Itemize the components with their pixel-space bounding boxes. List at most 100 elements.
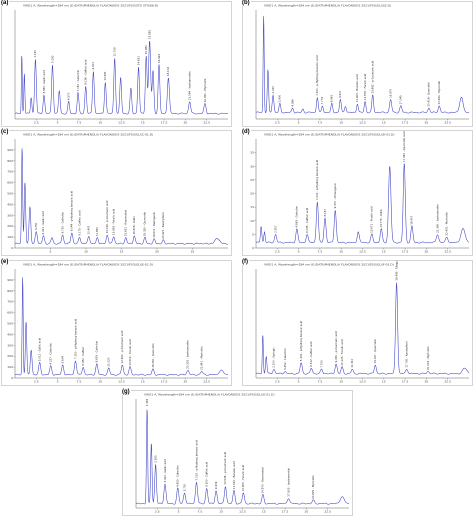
y-tick-label: 35: [250, 151, 254, 155]
y-tick-label: 0: [11, 376, 13, 380]
peak-label: 7.102 - p-Hydroxy benzoic acid: [194, 440, 198, 481]
peak-label: 6.512 - Caffeic acid: [309, 341, 313, 367]
peak-label: 7.779: [320, 97, 324, 105]
peak-label: 11.708: [112, 47, 116, 56]
y-tick-label: 20: [250, 192, 254, 196]
x-tick-label: 15: [120, 250, 124, 254]
y-tick-label: 15: [250, 205, 254, 209]
peak-label: 2.357: [273, 225, 277, 233]
x-tick-label: 2.5: [34, 121, 39, 125]
chromatogram-panel-d: VWD1 A, Wavelength=284 nm (E:\DATA\PHENO…: [241, 129, 473, 256]
y-tick-label: 600: [7, 311, 13, 315]
peak-label: 10.581: [103, 71, 107, 80]
peak-label: 14.970 - Resveratrol: [261, 467, 265, 494]
peak-label: 20.825 - Myricetin: [311, 475, 315, 499]
plot-axes: [255, 10, 469, 120]
x-tick-label: 17.5: [402, 250, 409, 254]
peak-label: 8.961: [330, 94, 334, 102]
peak-label: 8.036 - Caffeic acid: [84, 59, 88, 85]
panel-header: VWD1 A, Wavelength=284 nm (E:\DATA\PHENO…: [23, 4, 158, 8]
peak-label: 1.383: [145, 398, 149, 406]
peak-label: 13.918 - Ferulic acid: [111, 208, 115, 235]
chromatogram-trace: [14, 277, 229, 376]
x-tick-label: 12.5: [118, 121, 125, 125]
panel-frame: [1, 130, 232, 256]
peak-label: 17.045: [399, 95, 403, 104]
x-tick-label: 10: [339, 250, 343, 254]
chromatogram-trace: [14, 148, 229, 245]
peak-label: 20.204 - Myricetin: [426, 346, 430, 370]
panel-header: VWD1 A, Wavelength=284 nm (E:\DATA\PHENO…: [264, 133, 394, 137]
chromatogram-plot-e: VWD1 A, Wavelength=284 nm (E:\DATA\PHENO…: [1, 260, 232, 386]
x-tick-label: 7.5: [318, 250, 323, 254]
panel-frame: [1, 260, 232, 386]
peak-label: 7.150 - Catechin: [76, 70, 80, 92]
peak-label: 18.102: [166, 67, 170, 76]
peak-label: 11.520 - Benzoic acid: [232, 461, 236, 489]
peak-label: 15.480: [144, 45, 148, 54]
panel-frame: [242, 260, 473, 386]
chromatogram-trace: [255, 163, 470, 244]
peak-label: 12.620 - p-Coumaric acid: [120, 330, 124, 363]
y-tick-label: 800: [7, 159, 13, 163]
peak-label: 4.953 - Catechin: [176, 465, 180, 487]
peak-label: 20.302 - Isorhamnetin: [186, 340, 190, 369]
x-tick-label: 25: [191, 250, 195, 254]
x-tick-label: 22.5: [324, 510, 331, 514]
peak-label: 16.250 - Quercetin: [151, 343, 155, 368]
peak-label: 14.775 - Rutin: [379, 209, 383, 228]
y-tick-label: 500: [7, 322, 13, 326]
y-tick-label: 30: [250, 164, 254, 168]
x-tick-label: 5: [57, 121, 59, 125]
x-tick-label: 7.5: [77, 380, 82, 384]
x-tick-label: 10: [98, 121, 102, 125]
panel-label-d: (d): [241, 129, 251, 135]
x-tick-label: 17.5: [161, 380, 168, 384]
panel-label-b: (b): [241, 0, 251, 6]
peak-label: 18.330 - Quercetin: [143, 211, 147, 236]
peak-label: 10.401: [87, 225, 91, 234]
y-tick-label: 200: [7, 354, 13, 358]
y-tick-label: 500: [7, 192, 13, 196]
peak-label: 9.175 - Caffeic acid: [77, 210, 81, 236]
x-tick-label: 22.5: [444, 250, 451, 254]
y-tick-label: 700: [7, 300, 13, 304]
x-tick-label: 2.5: [275, 380, 280, 384]
peak-label: 4.227 - Catechin: [49, 343, 53, 365]
y-tick-label: 5: [252, 232, 254, 236]
x-tick-label: 15: [262, 510, 266, 514]
x-tick-label: 17.5: [402, 380, 409, 384]
peak-label: 11.903 - Benzoic acid: [355, 74, 359, 102]
y-tick-label: 0: [252, 246, 254, 250]
peak-label: 16.924: [157, 54, 161, 63]
y-tick-label: 700: [7, 170, 13, 174]
peak-label: 2.380: [153, 455, 157, 463]
chromatogram-plot-b: VWD1 A, Wavelength=284 nm (E:\DATA\PHENO…: [242, 1, 473, 127]
peak-label: 20.416 - Quercetin: [427, 82, 431, 107]
x-tick-label: 10: [339, 121, 343, 125]
y-tick-label: 300: [7, 343, 13, 347]
y-tick-label: 10: [250, 219, 254, 223]
panel-label-e: (e): [0, 259, 10, 265]
panel-header: VWD1 A, Wavelength=284 nm (E:\DATA\PHENO…: [264, 263, 394, 267]
peak-label: 9.619 - Catechin: [95, 341, 99, 363]
x-tick-label: 22.5: [203, 380, 210, 384]
peak-label: 21.094 - Isorhamnetin: [187, 71, 191, 100]
peak-label: 10.105 - Ferulic acid: [340, 339, 344, 366]
peak-label: 10.538 - p-Coumaric acid: [223, 452, 227, 485]
panel-label-a: (a): [0, 0, 10, 6]
peak-label: 3.012 - Gallic acid: [38, 337, 42, 361]
peak-label: 9.917: [338, 90, 342, 98]
x-tick-label: 7.5: [318, 380, 323, 384]
x-tick-label: 17.5: [402, 121, 409, 125]
x-tick-label: 7.5: [198, 510, 203, 514]
peak-label: 17.903 - Isorhamnetin: [286, 468, 290, 497]
chromatogram-plot-a: VWD1 A, Wavelength=284 nm (E:\DATA\PHENO…: [1, 1, 232, 127]
peak-label: 3.452 - Catechin: [283, 348, 287, 370]
chromatogram-panel-a: VWD1 A, Wavelength=284 nm (E:\DATA\PHENO…: [0, 0, 232, 127]
peak-label: 21.390 - Isorhamnetin: [435, 204, 439, 233]
y-tick-label: 25: [250, 178, 254, 182]
chromatogram-plot-g: VWD1 A, Wavelength=284 nm (E:\DATA\PHENO…: [122, 390, 353, 516]
peak-label: 13.671 - Ferulic acid: [370, 206, 374, 233]
y-tick-label: 200: [7, 224, 13, 228]
